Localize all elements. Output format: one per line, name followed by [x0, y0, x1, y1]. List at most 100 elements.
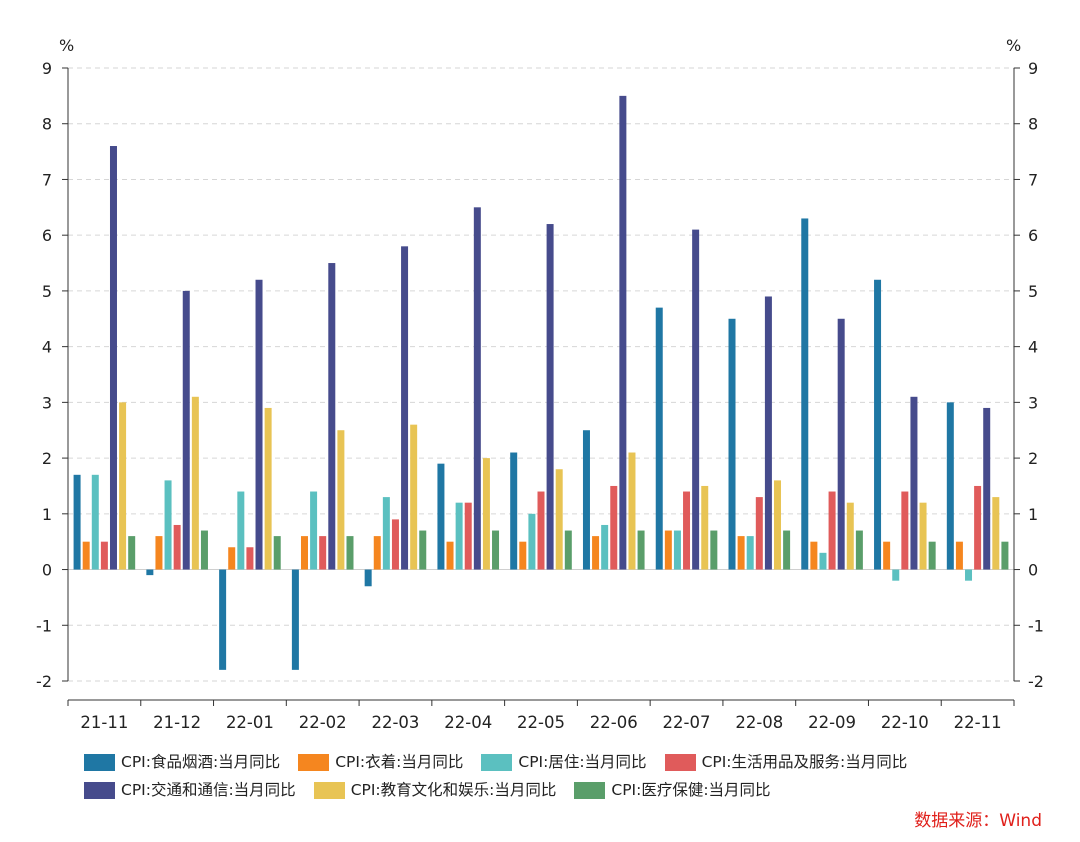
y-tick-label-left: -2 [36, 672, 52, 691]
x-tick-label: 22-08 [735, 713, 783, 732]
bar [510, 452, 518, 570]
bar [455, 502, 463, 570]
legend-swatch [84, 753, 115, 771]
bar [728, 318, 736, 570]
bar [610, 485, 618, 570]
bar [291, 569, 299, 670]
bar [664, 530, 672, 570]
bar [146, 569, 154, 576]
bar [774, 480, 782, 570]
bar [855, 530, 863, 570]
bar [974, 485, 982, 570]
y-tick-label-left: 4 [42, 338, 52, 357]
bar [364, 569, 372, 587]
bar [746, 536, 754, 570]
y-tick-label-left: 3 [42, 393, 52, 412]
bar [946, 402, 954, 570]
bar [255, 279, 263, 570]
x-tick-label: 21-11 [80, 713, 128, 732]
y-tick-label-left: 2 [42, 449, 52, 468]
bar [100, 541, 108, 570]
x-tick-label: 22-04 [444, 713, 492, 732]
bar [710, 530, 718, 570]
bar [91, 474, 99, 570]
bar [237, 491, 245, 570]
legend-item: CPI:食品烟酒:当月同比 [84, 748, 280, 776]
legend-label: CPI:居住:当月同比 [518, 753, 647, 771]
bar [492, 530, 500, 570]
y-tick-label-right: 1 [1028, 505, 1038, 524]
legend-label: CPI:生活用品及服务:当月同比 [701, 753, 908, 771]
bar [173, 524, 181, 570]
y-tick-label-right: 8 [1028, 115, 1038, 134]
y-unit-right: % [1006, 36, 1021, 55]
bar [182, 290, 190, 570]
bar [273, 536, 281, 570]
bar [883, 541, 891, 570]
bar [874, 279, 882, 570]
bar [592, 536, 600, 570]
y-tick-label-right: 7 [1028, 170, 1038, 189]
y-tick-label-right: 0 [1028, 561, 1038, 580]
bar [410, 424, 418, 570]
bar [928, 541, 936, 570]
y-tick-label-right: 4 [1028, 338, 1038, 357]
legend-swatch [481, 753, 513, 771]
bar [919, 502, 927, 570]
bar [73, 474, 81, 570]
bar [755, 497, 763, 570]
bar [701, 485, 709, 570]
bar [128, 536, 136, 570]
bar [801, 218, 809, 570]
y-tick-label-right: 3 [1028, 393, 1038, 412]
legend-label: CPI:医疗保健:当月同比 [611, 781, 771, 799]
bar [264, 407, 272, 570]
y-tick-label-right: 5 [1028, 282, 1038, 301]
bar [846, 502, 854, 570]
legend-swatch [313, 781, 345, 799]
x-tick-label: 22-01 [226, 713, 274, 732]
bar [419, 530, 427, 570]
y-tick-label-right: 2 [1028, 449, 1038, 468]
bar [200, 530, 208, 570]
bar [955, 541, 963, 570]
legend-item: CPI:交通和通信:当月同比 [84, 776, 296, 804]
bar [992, 497, 1000, 570]
bar [228, 547, 236, 570]
bar [528, 513, 536, 570]
bar [346, 536, 354, 570]
bar [373, 536, 381, 570]
bar [810, 541, 818, 570]
bar [82, 541, 90, 570]
bar [837, 318, 845, 570]
y-tick-label-right: -2 [1028, 672, 1044, 691]
y-unit-left: % [59, 36, 74, 55]
bar [819, 552, 827, 570]
x-tick-label: 22-10 [881, 713, 929, 732]
y-tick-label-right: -1 [1028, 616, 1044, 635]
bar [537, 491, 545, 570]
x-tick-label: 22-09 [808, 713, 856, 732]
bar [910, 396, 918, 570]
x-tick-label: 22-06 [590, 713, 638, 732]
bar [582, 430, 590, 570]
bar [473, 207, 481, 570]
legend-label: CPI:教育文化和娱乐:当月同比 [350, 781, 557, 799]
bars-group [73, 95, 1009, 670]
bar [464, 502, 472, 570]
axes-group: -2 -2 -1 -1 0 0 1 1 2 2 3 3 4 4 5 5 6 6 7 7 8 8 9 9% % 21-11 21-12… [36, 36, 1044, 732]
x-tick-label: 22-11 [954, 713, 1002, 732]
bar [683, 491, 691, 570]
legend-item: CPI:生活用品及服务:当月同比 [664, 748, 908, 776]
y-tick-label-left: 6 [42, 226, 52, 245]
bar [601, 524, 609, 570]
x-tick-label: 22-03 [371, 713, 419, 732]
bar [673, 530, 681, 570]
bar [482, 458, 490, 570]
legend-swatch [574, 781, 606, 799]
bar [109, 146, 117, 570]
data-source-note: 数据来源：Wind [914, 811, 1042, 831]
bar [628, 452, 636, 570]
x-tick-label: 22-05 [517, 713, 565, 732]
bar [328, 263, 336, 570]
